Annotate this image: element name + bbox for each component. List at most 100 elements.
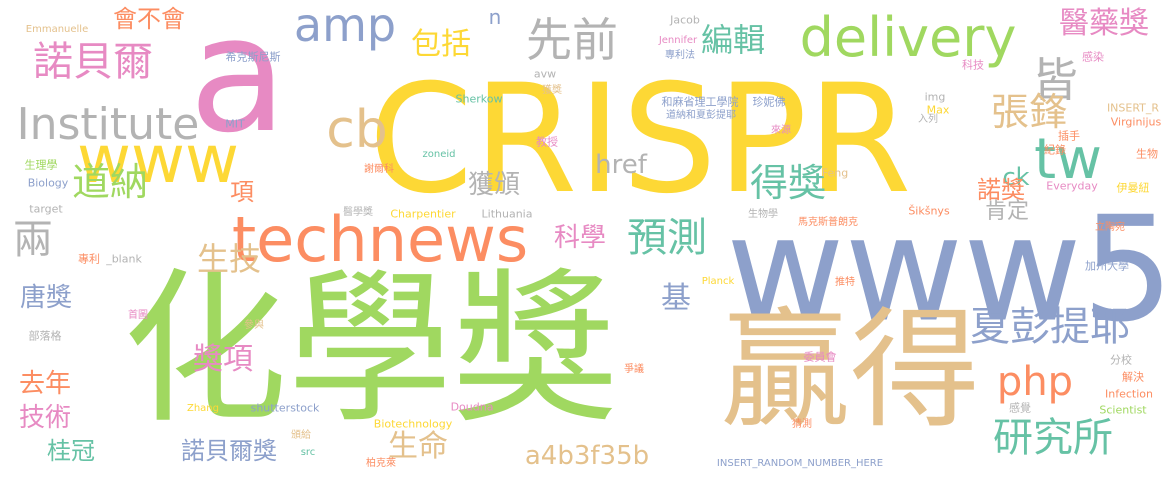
- word-term-33: 肯定: [984, 199, 1030, 224]
- word-php: php: [996, 359, 1074, 405]
- word-tw: tw: [1034, 127, 1102, 192]
- word-term-15: 道納: [71, 160, 149, 204]
- word-term-40: 技術: [18, 403, 72, 433]
- word-crispr: CRISPR: [368, 53, 912, 227]
- word-term-65: 來源: [771, 125, 791, 136]
- word-term-61: 道納和夏彭提耶: [666, 110, 736, 121]
- word-jacob: Jacob: [670, 13, 700, 27]
- word-infection: Infection: [1105, 387, 1153, 401]
- word-term-71: 謝爾科: [364, 164, 394, 175]
- word-term-86: 加州大學: [1085, 259, 1129, 273]
- word-term-84: 專利: [78, 252, 100, 266]
- word-term-14: 諾貝爾: [33, 39, 153, 85]
- word-biology: Biology: [27, 176, 69, 190]
- word-term-69: 紀錄: [1044, 143, 1066, 157]
- word-shutterstock: shutterstock: [250, 401, 320, 415]
- word-ik-nys: Šikšnys: [908, 204, 950, 218]
- word-term-20: 夏彭提耶: [970, 304, 1130, 350]
- word-target: target: [29, 202, 63, 216]
- word-term-92: 委員會: [803, 350, 837, 364]
- word-term-34: 生技: [196, 240, 262, 278]
- word-zoneid: zoneid: [422, 149, 456, 160]
- word-term-64: 教授: [536, 135, 558, 149]
- word-term-32: 諾獎: [977, 176, 1025, 204]
- word-term-70: 生物: [1136, 147, 1158, 161]
- word-term-101: 感覺: [1009, 401, 1031, 415]
- word-term-29: 獲頒: [467, 170, 521, 200]
- word-term-46: 希克斯尼斯: [225, 50, 281, 64]
- word-term-62: 入列: [918, 114, 938, 125]
- word-term-24: 編輯: [700, 21, 766, 59]
- word-term-83: 立陶宛: [1095, 222, 1125, 233]
- word-delivery: delivery: [799, 6, 1017, 69]
- word-term-23: 醫藥獎: [1059, 6, 1149, 41]
- word-planck: Planck: [701, 276, 735, 287]
- word-term-19: 張鋒: [990, 90, 1068, 134]
- word-term-106: 柏克萊: [366, 458, 396, 469]
- word-term-3: 贏得: [719, 294, 981, 446]
- word-term-67: 生理學: [24, 158, 58, 172]
- word-term-11: 先前: [526, 13, 618, 67]
- word-term-95: 爭議: [624, 364, 644, 375]
- word-term-18: 得獎: [749, 161, 827, 205]
- word-doudna: Doudna: [450, 400, 494, 414]
- word-term-77: 醫學獎: [343, 207, 373, 218]
- word-term-104: 頒給: [291, 430, 311, 441]
- word-term-91: 部落格: [28, 329, 62, 343]
- word-term-81: 馬克斯普朗克: [798, 217, 858, 228]
- word-mit: MIT: [225, 117, 245, 131]
- word-n: n: [488, 5, 502, 29]
- word-insert-r: INSERT_R: [1106, 101, 1160, 115]
- word-cb: cb: [326, 100, 388, 160]
- word-charpentier: Charpentier: [390, 207, 456, 221]
- word-www: www: [77, 121, 239, 198]
- word-technews: technews: [231, 203, 529, 276]
- word-feng: Feng: [821, 166, 849, 180]
- word-term-36: 獎項: [193, 342, 253, 377]
- word-jennifer: Jennifer: [658, 35, 698, 46]
- word-www5: www5: [725, 185, 1175, 355]
- word-term-26: 會不會: [113, 5, 185, 33]
- word-term-38: 基: [661, 281, 691, 316]
- word-emmanuelle: Emmanuelle: [25, 24, 89, 35]
- word-term-28: 科學: [553, 223, 607, 253]
- word-term-90: 參與: [244, 320, 264, 331]
- word-term-37: 項: [230, 178, 254, 206]
- word-a4b3f35b: a4b3f35b: [524, 441, 650, 471]
- word-lithuania: Lithuania: [481, 207, 533, 221]
- word-zhang: Zhang: [186, 403, 220, 414]
- word-term-103: 猜測: [792, 419, 812, 430]
- word-term-50: 感染: [1082, 50, 1104, 64]
- word-term-66: 插手: [1058, 129, 1080, 143]
- word-institute: Institute: [16, 99, 200, 150]
- word-amp: amp: [293, 0, 397, 52]
- word-term-39: 去年: [18, 369, 72, 399]
- word-everyday: Everyday: [1046, 179, 1098, 193]
- word-term-22: 研究所: [993, 415, 1113, 461]
- word-term-53: 獲獎: [542, 85, 562, 96]
- word-img: img: [924, 90, 946, 104]
- word-term-42: 諾貝爾獎: [181, 437, 277, 465]
- word-term-56: 珍妮佛: [752, 95, 786, 109]
- word-term-16: 兩: [13, 217, 53, 263]
- word-term-94: 解決: [1122, 370, 1144, 384]
- word-term-25: 包括: [411, 27, 471, 62]
- word-avw: avw: [533, 67, 557, 81]
- word-term-12: 皆: [1032, 53, 1078, 107]
- word-term-93: 分校: [1110, 353, 1132, 367]
- word-term-89: 首圖: [128, 310, 148, 321]
- word-a: a: [188, 0, 288, 168]
- word-ck: ck: [1002, 163, 1030, 191]
- word-insert-random-number-here: INSERT_RANDOM_NUMBER_HERE: [716, 458, 884, 469]
- word-virginijus: Virginijus: [1110, 115, 1162, 129]
- word-term-43: 生命: [388, 429, 448, 464]
- word-biotechnology: Biotechnology: [373, 417, 453, 431]
- word-blank: _blank: [106, 252, 142, 266]
- word-term-1: 化學獎: [122, 253, 618, 446]
- word-term-75: 伊曼紐: [1116, 181, 1150, 195]
- word-term-88: 推特: [835, 277, 855, 288]
- word-term-35: 唐獎: [19, 283, 73, 313]
- word-sherkow: Sherkow: [455, 92, 503, 106]
- word-max: Max: [926, 103, 950, 117]
